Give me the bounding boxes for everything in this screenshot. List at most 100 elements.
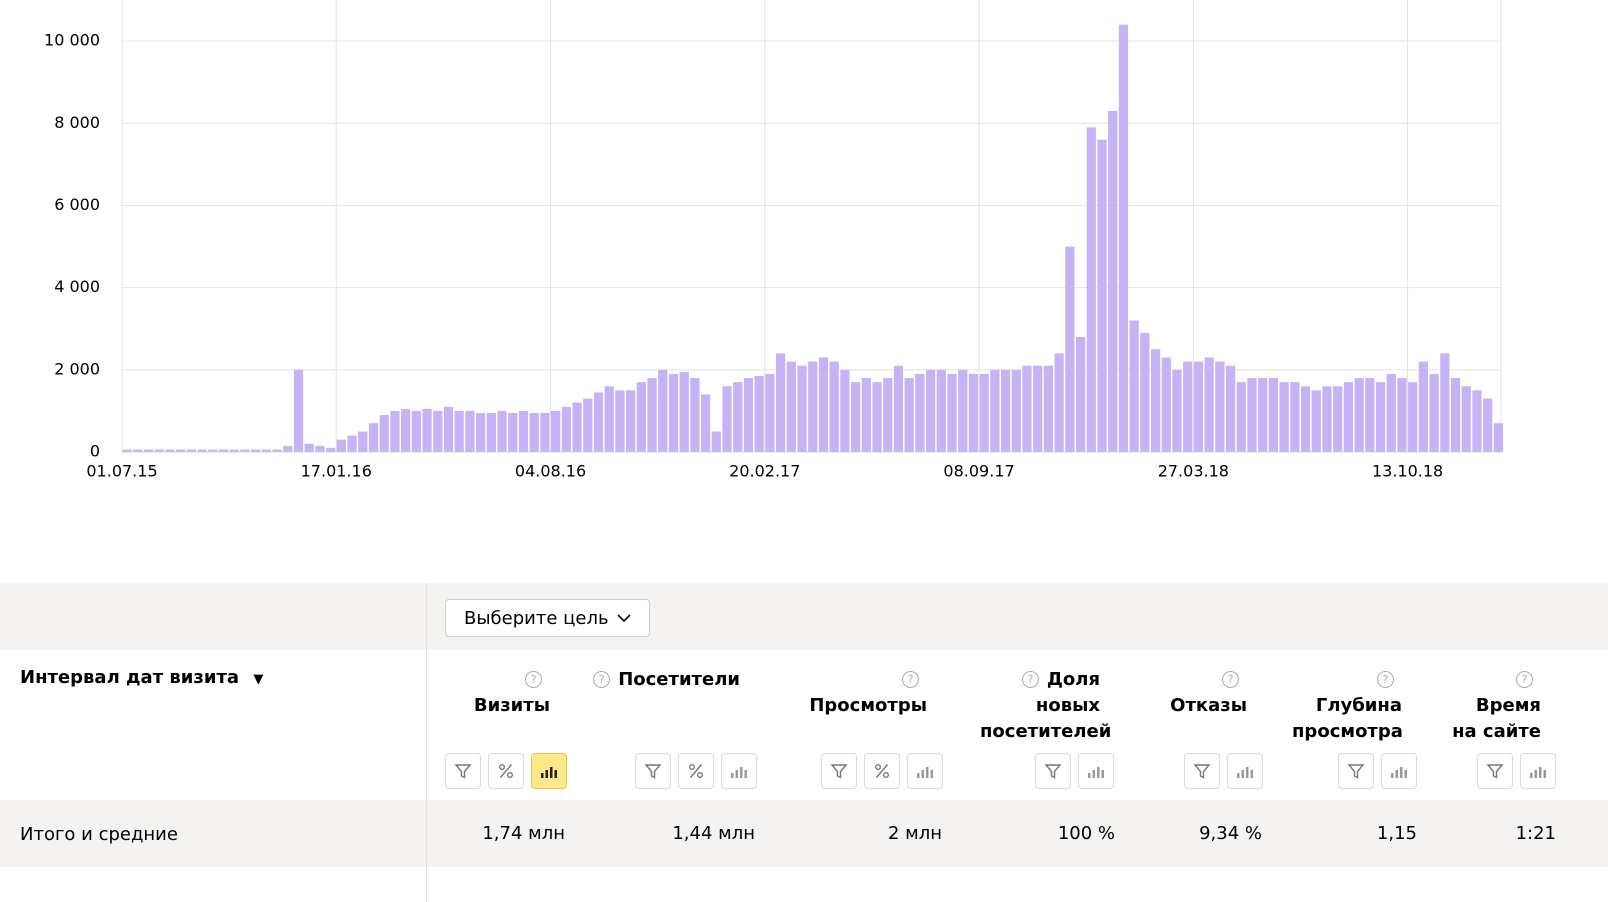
bar bbox=[154, 449, 164, 452]
metric-tools bbox=[1338, 753, 1417, 789]
bar bbox=[583, 398, 593, 452]
bar bbox=[315, 445, 325, 452]
bar bbox=[143, 449, 154, 452]
bar bbox=[1450, 378, 1461, 452]
dimension-header-text: Интервал дат визита bbox=[20, 667, 240, 688]
filter-button[interactable] bbox=[821, 753, 857, 789]
bars-button[interactable] bbox=[721, 753, 757, 789]
goal-select[interactable]: Выберите цель bbox=[445, 599, 650, 637]
metric-name: Посетители bbox=[618, 669, 740, 690]
pct-button[interactable] bbox=[488, 753, 524, 789]
x-tick-label: 17.01.16 bbox=[301, 462, 372, 481]
filter-button[interactable] bbox=[1477, 753, 1513, 789]
metric-tools bbox=[635, 753, 757, 789]
chevron bbox=[617, 613, 631, 622]
bar bbox=[465, 410, 475, 452]
help-icon[interactable]: ? bbox=[525, 671, 542, 688]
bars-button[interactable] bbox=[1078, 753, 1114, 789]
total-value: 9,34 % bbox=[1199, 823, 1262, 844]
x-tick-label: 20.02.17 bbox=[729, 462, 800, 481]
metric-tools bbox=[1477, 753, 1556, 789]
filter-button[interactable] bbox=[1035, 753, 1071, 789]
bar bbox=[272, 449, 282, 452]
dimension-header[interactable]: Интервал дат визита ▼ bbox=[20, 667, 263, 688]
bar bbox=[1365, 378, 1375, 452]
bar bbox=[476, 412, 486, 452]
bar bbox=[229, 449, 239, 452]
help-icon[interactable]: ? bbox=[1377, 671, 1394, 688]
bar bbox=[1118, 24, 1129, 453]
metric-tools bbox=[821, 753, 943, 789]
metric-header[interactable]: ? Отказы bbox=[1147, 667, 1247, 719]
bar bbox=[990, 369, 1000, 452]
bar bbox=[379, 415, 389, 452]
pct-button[interactable] bbox=[864, 753, 900, 789]
x-tick-label: 08.09.17 bbox=[943, 462, 1014, 481]
filter-button[interactable] bbox=[1184, 753, 1220, 789]
x-tick-label: 27.03.18 bbox=[1158, 462, 1229, 481]
metric-header[interactable]: ? Доля новых посетителей bbox=[980, 667, 1111, 745]
bar bbox=[165, 449, 175, 452]
bar bbox=[572, 402, 582, 452]
bar bbox=[979, 373, 989, 452]
help-icon[interactable]: ? bbox=[902, 671, 919, 688]
bar bbox=[1033, 365, 1043, 452]
bar bbox=[690, 378, 700, 452]
bar bbox=[1418, 361, 1429, 452]
total-value: 1,74 млн bbox=[482, 823, 565, 844]
x-tick-label: 04.08.16 bbox=[515, 462, 586, 481]
metric-name: Доля новых посетителей bbox=[980, 669, 1112, 742]
bar bbox=[1215, 361, 1225, 452]
bars-button[interactable] bbox=[1520, 753, 1556, 789]
metric-column: ? Отказы 9,34 % bbox=[1135, 583, 1263, 902]
bars-button[interactable] bbox=[1227, 753, 1263, 789]
bar bbox=[218, 449, 229, 452]
bar bbox=[818, 357, 829, 452]
bar bbox=[551, 410, 561, 452]
bar bbox=[958, 369, 968, 452]
metric-header[interactable]: ? Просмотры bbox=[787, 667, 927, 719]
help-icon[interactable]: ? bbox=[593, 671, 611, 688]
bar bbox=[347, 435, 357, 452]
metric-header[interactable]: ? Визиты bbox=[450, 667, 550, 719]
help-icon[interactable]: ? bbox=[1222, 671, 1239, 688]
bars-button[interactable] bbox=[907, 753, 943, 789]
metric-column: ? Визиты 1,74 млн bbox=[430, 583, 567, 902]
metric-name: Время на сайте bbox=[1452, 695, 1541, 742]
bar bbox=[336, 439, 346, 452]
bar bbox=[1279, 382, 1289, 452]
metric-header[interactable]: ? Глубина просмотра bbox=[1292, 667, 1403, 745]
help-icon[interactable]: ? bbox=[1516, 671, 1533, 688]
bar bbox=[1354, 378, 1364, 452]
bar bbox=[915, 373, 925, 452]
bar bbox=[883, 378, 893, 452]
y-tick-label: 2 000 bbox=[54, 359, 100, 378]
filter-button[interactable] bbox=[635, 753, 671, 789]
bar bbox=[497, 410, 507, 452]
pct-button[interactable] bbox=[678, 753, 714, 789]
bar bbox=[1193, 361, 1204, 452]
bar bbox=[711, 431, 721, 452]
metric-header[interactable]: ? Время на сайте bbox=[1451, 667, 1541, 745]
filter-button[interactable] bbox=[1338, 753, 1374, 789]
bar bbox=[754, 375, 764, 452]
bars-button[interactable] bbox=[1381, 753, 1417, 789]
metric-header[interactable]: ? Посетители bbox=[590, 667, 740, 693]
x-tick-label: 01.07.15 bbox=[86, 462, 157, 481]
bar bbox=[1290, 382, 1300, 452]
divider bbox=[426, 583, 427, 902]
bar bbox=[1375, 382, 1386, 452]
bar bbox=[208, 449, 218, 452]
bar bbox=[733, 382, 743, 452]
bar bbox=[701, 394, 711, 452]
filter-button[interactable] bbox=[445, 753, 481, 789]
bar bbox=[593, 392, 604, 452]
bar bbox=[850, 382, 861, 452]
bars-button[interactable] bbox=[531, 753, 567, 789]
bar bbox=[658, 369, 668, 452]
bar bbox=[358, 431, 368, 452]
help-icon[interactable]: ? bbox=[1021, 671, 1039, 688]
bar bbox=[1300, 386, 1311, 452]
bar bbox=[647, 378, 657, 452]
bar bbox=[722, 386, 732, 452]
